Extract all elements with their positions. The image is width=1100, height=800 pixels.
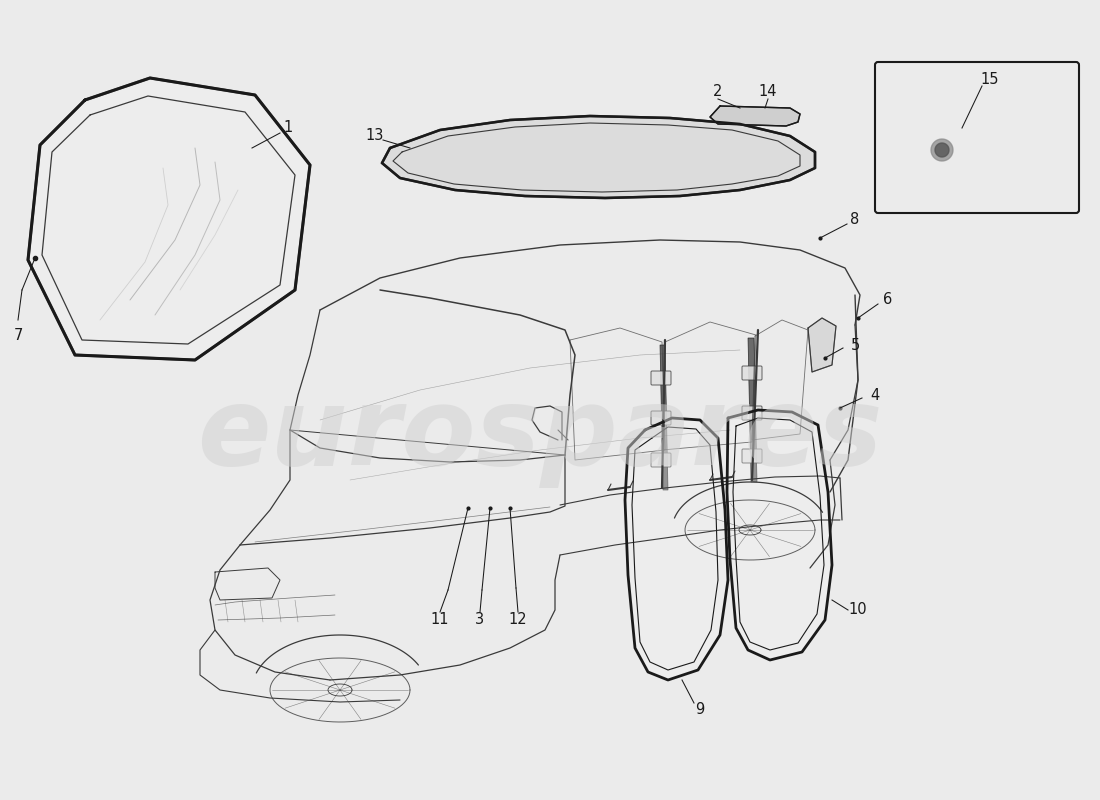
Text: 14: 14 [759, 85, 778, 99]
Text: 13: 13 [366, 127, 384, 142]
Text: 12: 12 [508, 613, 527, 627]
Text: 8: 8 [850, 213, 859, 227]
FancyBboxPatch shape [742, 366, 762, 380]
Text: 6: 6 [883, 293, 892, 307]
Text: 10: 10 [849, 602, 867, 618]
Text: 1: 1 [284, 121, 293, 135]
Polygon shape [808, 318, 836, 372]
Text: eurospares: eurospares [197, 382, 882, 488]
FancyBboxPatch shape [651, 371, 671, 385]
Polygon shape [28, 78, 310, 360]
Polygon shape [935, 143, 949, 157]
Text: 15: 15 [981, 73, 999, 87]
Text: 9: 9 [695, 702, 705, 718]
FancyBboxPatch shape [651, 411, 671, 425]
Text: 11: 11 [431, 613, 449, 627]
Polygon shape [727, 410, 832, 660]
Text: 5: 5 [850, 338, 859, 353]
Text: 2: 2 [713, 85, 723, 99]
FancyBboxPatch shape [874, 62, 1079, 213]
Text: 3: 3 [475, 613, 485, 627]
Text: 7: 7 [13, 327, 23, 342]
FancyBboxPatch shape [742, 406, 762, 420]
Polygon shape [625, 418, 728, 680]
FancyBboxPatch shape [742, 449, 762, 463]
Polygon shape [931, 139, 953, 161]
Polygon shape [660, 345, 668, 490]
Polygon shape [382, 116, 815, 198]
Polygon shape [748, 338, 757, 482]
Text: 4: 4 [870, 387, 880, 402]
FancyBboxPatch shape [651, 453, 671, 467]
Polygon shape [710, 106, 800, 126]
